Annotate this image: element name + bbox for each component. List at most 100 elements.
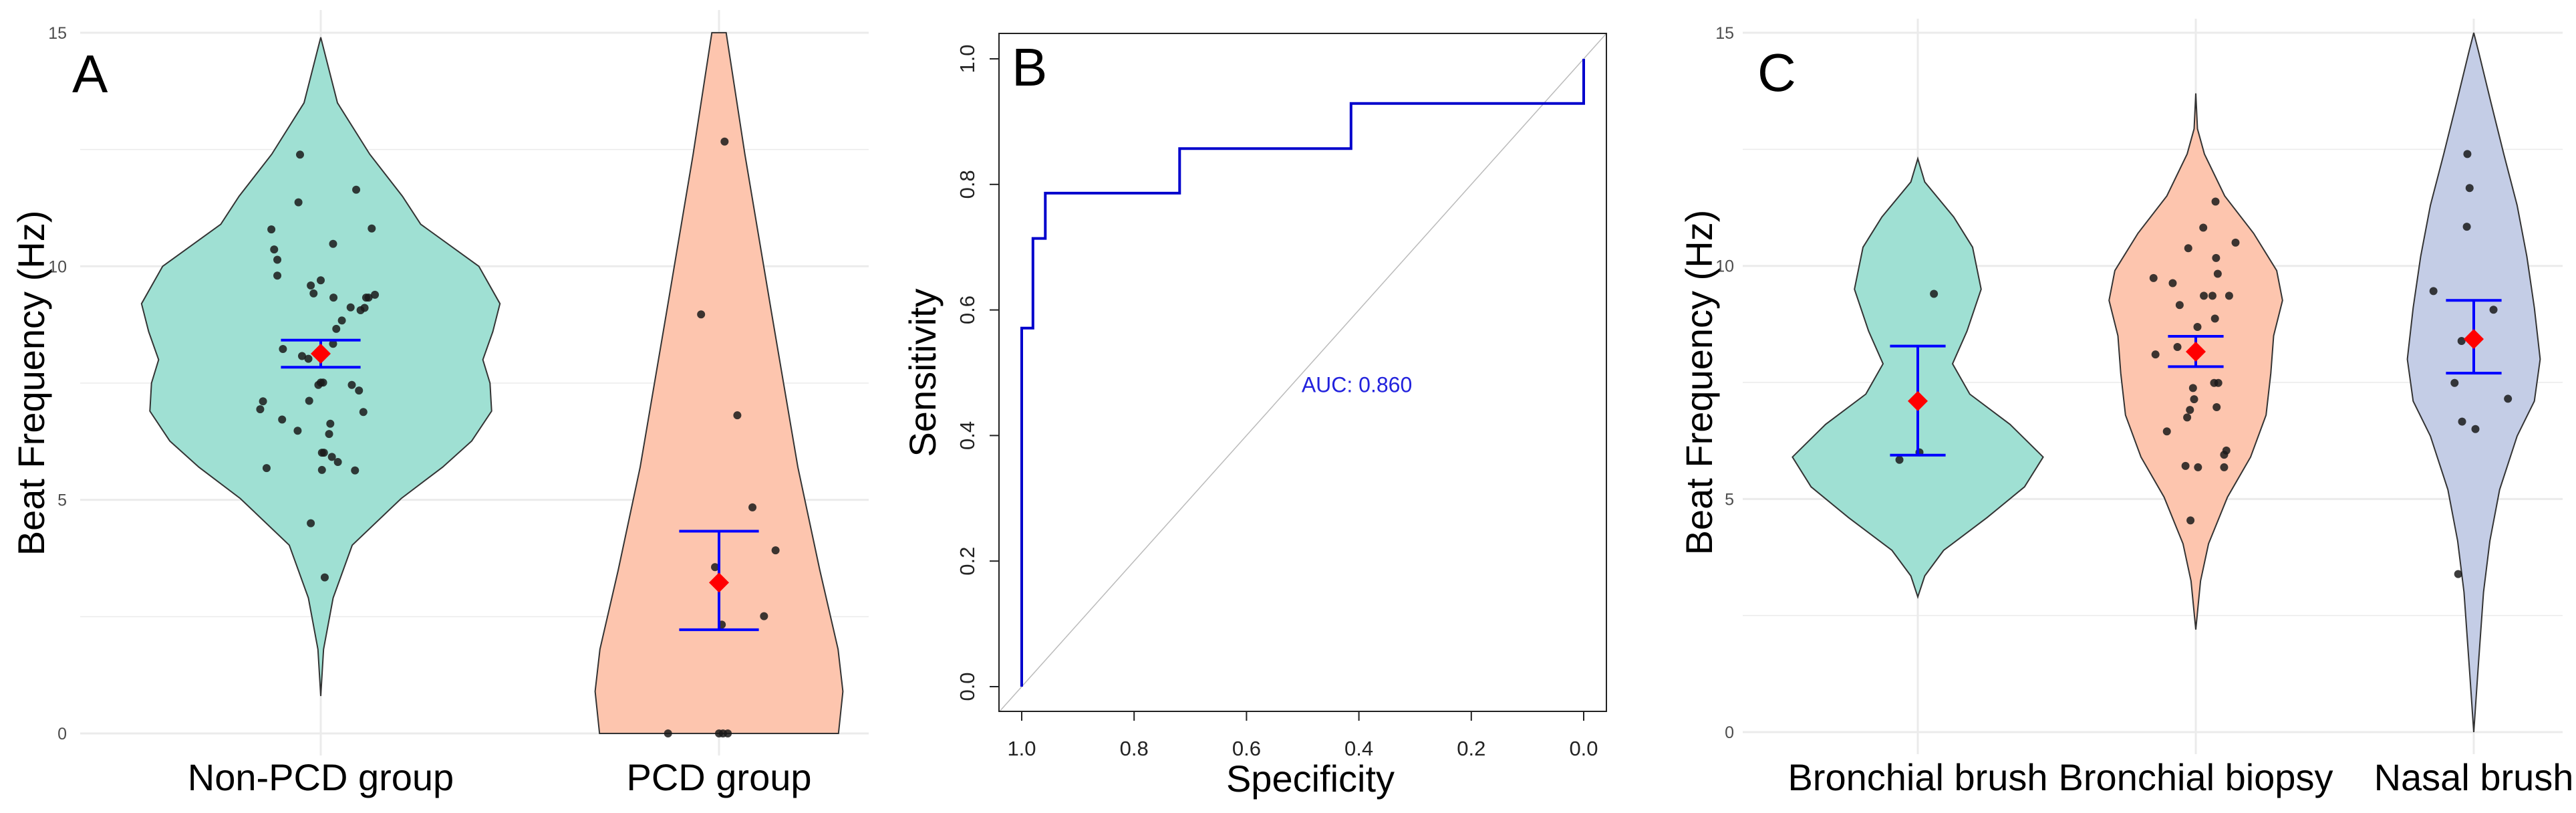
mean-marker xyxy=(2186,342,2206,362)
data-point xyxy=(368,224,376,233)
data-point xyxy=(273,271,282,280)
data-point xyxy=(359,408,368,417)
roc-curve-line xyxy=(1020,59,1585,687)
data-point xyxy=(2462,223,2471,231)
data-point xyxy=(760,612,768,620)
data-point xyxy=(2184,244,2192,253)
violin-nasal-brush xyxy=(2406,32,2541,733)
data-point xyxy=(278,415,287,424)
data-point xyxy=(329,239,337,248)
data-point xyxy=(329,294,338,302)
data-point xyxy=(2212,253,2221,262)
x-tick-label: 0.0 xyxy=(1569,737,1598,760)
data-point xyxy=(293,427,302,435)
data-point xyxy=(351,466,360,475)
data-point xyxy=(2183,413,2192,422)
data-point xyxy=(2175,301,2184,310)
x-category-label: Bronchial brush xyxy=(1787,756,2047,798)
data-point xyxy=(2173,343,2182,352)
x-tick-label: 0.6 xyxy=(1232,737,1261,760)
y-tick-label: 0.8 xyxy=(956,170,979,199)
data-point xyxy=(356,306,365,314)
x-category-label: Nasal brush xyxy=(2374,756,2574,798)
panel-b-roc-curve: 1.0 0.8 0.6 0.4 0.2 0.0 0.0 0.2 0.4 0.6 0.8 1.0 Spec… xyxy=(901,33,1607,800)
data-point xyxy=(1895,455,1904,464)
mean-marker xyxy=(2464,329,2484,350)
data-point xyxy=(2193,323,2202,332)
data-point xyxy=(320,573,329,582)
x-category-label: Non-PCD group xyxy=(188,756,454,798)
y-tick-label: 0.0 xyxy=(956,672,979,701)
data-point xyxy=(711,563,720,572)
y-tick-label: 15 xyxy=(48,24,67,43)
y-tick-label: 10 xyxy=(48,257,67,276)
data-point xyxy=(262,464,271,473)
data-point xyxy=(2162,427,2171,436)
data-point xyxy=(697,310,706,319)
data-point xyxy=(332,324,341,333)
data-point xyxy=(2450,378,2459,387)
y-axis-title: Sensitivity xyxy=(901,288,944,457)
data-point xyxy=(305,396,313,405)
data-point xyxy=(317,276,325,285)
data-point xyxy=(2212,402,2221,411)
data-point xyxy=(2454,570,2462,578)
data-point xyxy=(2213,269,2222,278)
data-point xyxy=(319,449,328,457)
data-point xyxy=(304,354,313,363)
data-point xyxy=(2186,406,2194,415)
y-tick-label: 10 xyxy=(1715,257,1734,276)
data-point xyxy=(355,386,364,395)
data-point xyxy=(337,316,346,325)
mean-marker xyxy=(1908,390,1928,411)
auc-annotation: AUC: 0.860 xyxy=(1302,372,1412,396)
panel-c-violin-plot: 0 5 10 15 Beat Frequency (Hz) C Bronchial brus… xyxy=(1678,19,2573,798)
y-tick-label: 5 xyxy=(57,491,67,510)
y-axis-title: Beat Frequency (Hz) xyxy=(1678,210,1720,556)
data-point xyxy=(2190,395,2198,404)
data-point xyxy=(771,546,780,555)
data-point xyxy=(309,289,318,298)
data-point xyxy=(2188,384,2197,392)
data-point xyxy=(2211,197,2220,206)
y-tick-label: 0.2 xyxy=(956,547,979,576)
data-point xyxy=(664,729,672,737)
data-point xyxy=(2210,314,2219,323)
y-tick-label: 0.6 xyxy=(956,296,979,324)
data-point xyxy=(347,380,356,389)
data-point xyxy=(352,185,361,194)
y-tick-label: 0.4 xyxy=(956,421,979,450)
data-point xyxy=(733,411,742,420)
data-point xyxy=(270,245,279,254)
data-point xyxy=(2231,238,2240,247)
panel-label: A xyxy=(72,44,108,104)
data-point xyxy=(307,519,315,528)
data-point xyxy=(314,380,323,389)
data-point xyxy=(2194,463,2202,471)
data-point xyxy=(2214,378,2223,387)
data-point xyxy=(325,430,333,439)
data-point xyxy=(371,290,380,299)
data-point xyxy=(2225,292,2233,300)
panel-label: C xyxy=(1757,43,1796,102)
y-tick-label: 15 xyxy=(1715,24,1734,43)
x-tick-label: 0.8 xyxy=(1120,737,1149,760)
data-point xyxy=(2458,417,2466,426)
data-point xyxy=(2220,463,2229,471)
mean-marker xyxy=(311,343,331,364)
y-tick-label: 0 xyxy=(57,725,67,743)
data-point xyxy=(256,405,265,414)
x-tick-label: 0.2 xyxy=(1457,737,1485,760)
data-point xyxy=(2463,150,2472,158)
data-point xyxy=(2199,223,2208,232)
x-tick-label: 0.4 xyxy=(1344,737,1373,760)
data-point xyxy=(327,453,336,461)
x-category-label: PCD group xyxy=(626,756,811,798)
data-point xyxy=(2151,350,2160,359)
data-point xyxy=(2220,451,2229,459)
reference-diagonal-line xyxy=(999,33,1606,711)
data-point xyxy=(748,503,757,511)
data-point xyxy=(317,465,326,474)
data-point xyxy=(1930,289,1939,298)
